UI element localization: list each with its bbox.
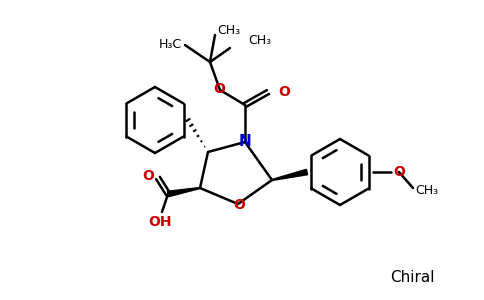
Text: O: O	[142, 169, 154, 183]
Text: O: O	[213, 82, 225, 96]
Polygon shape	[167, 188, 200, 197]
Text: CH₃: CH₃	[217, 23, 240, 37]
Text: N: N	[239, 134, 251, 149]
Text: O: O	[393, 165, 405, 179]
Text: OH: OH	[148, 215, 172, 229]
Text: CH₃: CH₃	[415, 184, 438, 197]
Text: CH₃: CH₃	[248, 34, 271, 46]
Text: Chiral: Chiral	[390, 270, 435, 285]
Text: H₃C: H₃C	[159, 38, 182, 50]
Text: O: O	[278, 85, 290, 99]
Polygon shape	[272, 169, 308, 181]
Text: O: O	[233, 198, 245, 212]
